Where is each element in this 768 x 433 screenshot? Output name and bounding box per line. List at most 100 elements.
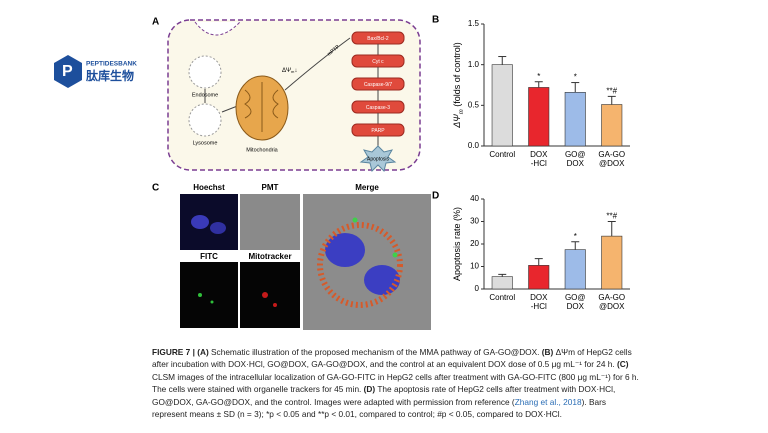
dot: [210, 300, 214, 304]
dot: [262, 292, 268, 298]
panel-letter: D: [432, 191, 439, 202]
x-tick-label: GO@: [565, 150, 586, 159]
pathway-label: Caspase-9/7: [364, 82, 393, 88]
cristae: [244, 82, 279, 132]
endocytosis: [194, 21, 241, 36]
image-labels: Hoechst PMT FITC Mitotracker Merge: [193, 183, 379, 261]
y-tick-label: 0.0: [468, 141, 480, 150]
pathway-label: Cyt c: [372, 59, 384, 65]
caption-segment: The apoptosis rate of HepG2 cells after …: [152, 384, 616, 407]
mito-stain: [317, 222, 403, 308]
image-label: PMT: [262, 183, 279, 192]
y-axis-label-part: Apoptosis rate (%): [452, 207, 462, 281]
bar: [601, 235, 623, 290]
caption-segment: (C): [617, 359, 629, 370]
x-tick-label: @DOX: [599, 302, 625, 311]
logo-glyph: P: [62, 63, 73, 80]
y-tick-label: 1.5: [468, 19, 480, 28]
panel-letter: A: [152, 17, 159, 28]
y-axis-label-part: (folds of control): [452, 42, 462, 109]
image-pmt: [240, 194, 300, 250]
panel-c: C Hoechst PMT FITC Mitotracker Merge: [152, 183, 431, 330]
dot: [273, 303, 277, 307]
lysosome: [188, 103, 222, 137]
delta-label: ΔΨm↓: [282, 68, 297, 74]
caption: FIGURE 7 | (A) Schematic illustration of…: [152, 346, 642, 420]
pathway-label: PARP: [371, 128, 385, 134]
y-axis-label-part: ΔΨ: [452, 114, 462, 129]
image-label: Hoechst: [193, 183, 225, 192]
panel-letter: B: [432, 15, 439, 26]
significance: *: [537, 72, 540, 81]
delta-arrow: ↓: [294, 68, 297, 74]
logo: P PEPTIDESBANK 肽库生物: [54, 55, 137, 88]
delta: ΔΨ: [282, 68, 291, 74]
logo-name: PEPTIDESBANK: [86, 61, 137, 68]
bar: [491, 276, 513, 290]
x-tick-label: -HCl: [531, 302, 547, 311]
y-axis-label-part: m: [459, 109, 465, 114]
delta-sub: m: [291, 69, 295, 74]
significance: **#: [606, 212, 617, 221]
y-axis-label: ΔΨm (folds of control): [452, 42, 464, 129]
y-tick-label: 40: [470, 194, 479, 203]
x-tick-label: -HCl: [531, 159, 547, 168]
endosome: [188, 55, 222, 89]
x-tick-label: GA-GO: [598, 293, 625, 302]
apoptosis-label: Apoptosis: [367, 156, 389, 162]
dot: [392, 252, 398, 258]
panel-letter: C: [152, 183, 159, 194]
apoptosis-star: [359, 145, 397, 172]
pathway-label: Bax/Bcl-2: [367, 36, 389, 42]
bar: [528, 265, 550, 290]
logo-name-cn: 肽库生物: [86, 68, 134, 83]
caption-segment[interactable]: Zhang et al., 2018: [514, 396, 582, 407]
bar: [564, 92, 586, 147]
arrow: [284, 37, 351, 91]
caption-segment: (B): [541, 347, 554, 357]
bar: [528, 87, 550, 147]
x-tick-label: Control: [489, 293, 515, 302]
bar: [601, 104, 623, 147]
y-tick-label: 1.0: [468, 60, 480, 69]
image-label: FITC: [200, 252, 218, 261]
caption-segment: CLSM images of the intracellular localiz…: [152, 371, 639, 395]
y-tick-label: 0: [475, 284, 480, 293]
panel-a: A Endosome Lysosome Mitochondria ΔΨm↓ mP…: [152, 17, 421, 172]
y-tick-label: 0.5: [468, 100, 480, 109]
dot: [352, 217, 358, 223]
mitochondria-label: Mitochondria: [246, 147, 278, 153]
x-tick-label: DOX: [567, 302, 585, 311]
significance: *: [574, 232, 577, 241]
image-mitotracker: [240, 262, 300, 328]
y-tick-label: 30: [470, 217, 479, 226]
image-fitc: [180, 262, 238, 328]
y-tick-label: 10: [470, 262, 479, 271]
logo-hex: [54, 55, 82, 88]
caption-segment: ). Bars represent means ± SD (n = 3); *p…: [152, 396, 607, 420]
nucleus: [191, 215, 209, 229]
x-tick-label: DOX: [530, 293, 548, 302]
nucleus: [325, 233, 365, 267]
x-tick-label: DOX: [567, 159, 585, 168]
y-tick-label: 20: [470, 239, 479, 248]
x-tick-label: GO@: [565, 293, 586, 302]
nucleus: [210, 222, 226, 234]
x-tick-label: @DOX: [599, 159, 625, 168]
bar: [564, 249, 586, 290]
image-label: Merge: [355, 183, 379, 192]
image-merge: [303, 194, 431, 330]
image-label: Mitotracker: [248, 252, 291, 261]
pathway: Bax/Bcl-2 Cyt c Caspase-9/7 Caspase-3 PARP: [351, 31, 405, 147]
bar: [491, 64, 513, 147]
lysosome-label: Lysosome: [193, 140, 218, 146]
significance: **#: [606, 86, 617, 95]
significance: *: [574, 73, 577, 82]
caption-segment: ΔΨm of HepG2 cells after incubation with…: [152, 347, 632, 370]
y-axis-label: Apoptosis rate (%): [452, 207, 462, 281]
dot: [198, 293, 202, 297]
x-tick-label: DOX: [530, 150, 548, 159]
x-tick-label: Control: [489, 150, 515, 159]
